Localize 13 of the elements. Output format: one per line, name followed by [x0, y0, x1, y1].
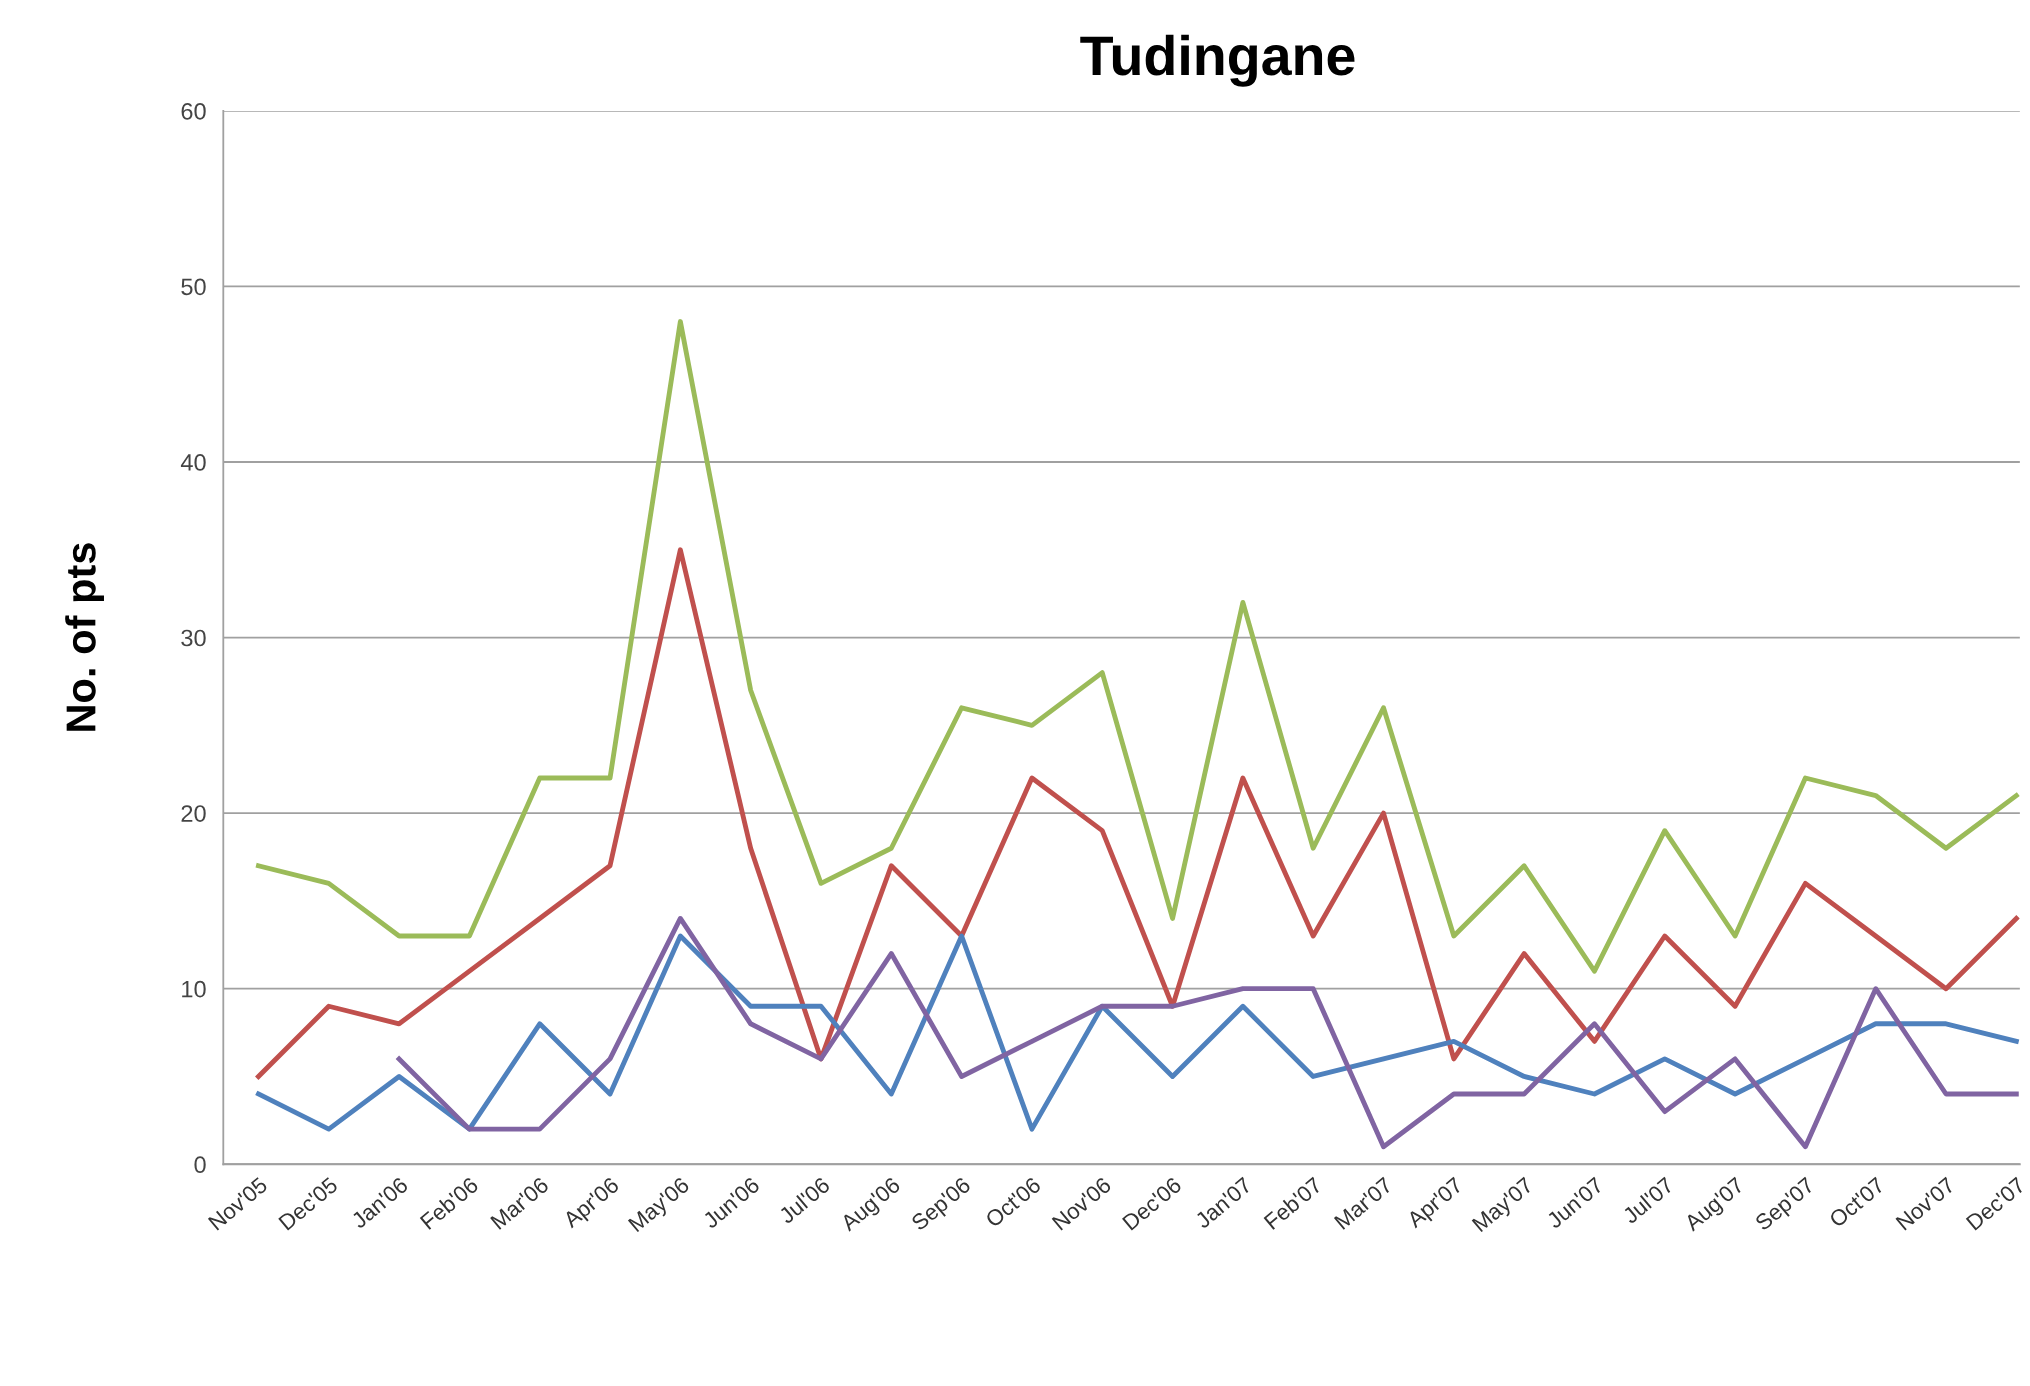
line-series [256, 933, 2019, 1132]
line-series [396, 916, 2019, 1150]
chart-title: Tudingane [1080, 34, 1355, 87]
y-axis-title: No. of pts [65, 543, 104, 731]
y-tick-label: 40 [180, 454, 206, 471]
y-tick-label: 0 [194, 1156, 206, 1174]
y-tick-label: 20 [181, 805, 206, 822]
line-series [256, 547, 2019, 1079]
y-tick-label: 30 [181, 629, 206, 647]
line-series [256, 319, 2019, 974]
y-tick-label: 50 [181, 278, 206, 296]
y-tick-label: 60 [181, 102, 206, 120]
y-tick-label: 10 [182, 980, 206, 998]
